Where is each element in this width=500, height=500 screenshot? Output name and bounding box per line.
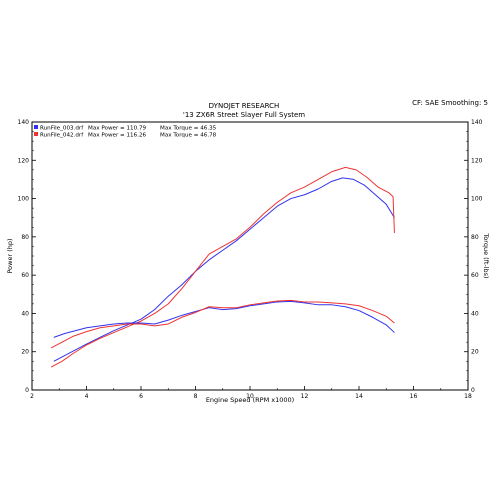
x-tick-label: 14 <box>355 393 363 400</box>
x-tick-label: 4 <box>85 393 89 400</box>
legend-file-run042: RunFile_042.drf <box>40 133 84 139</box>
x-axis-label: Engine Speed (RPM x1000) <box>206 396 294 404</box>
y-tick-label-right: 20 <box>471 349 479 356</box>
legend-torque-run042: Max Torque = 46.78 <box>160 133 217 139</box>
y-tick-label-left: 140 <box>18 119 30 126</box>
y-tick-label-left: 40 <box>21 310 29 317</box>
legend: RunFile_003.drf Max Power = 110.79 Max T… <box>34 125 217 139</box>
x-tick-label: 16 <box>410 393 418 400</box>
x-tick-label: 18 <box>464 393 472 400</box>
y-tick-label-right: 0 <box>471 387 475 394</box>
y-tick-label-left: 60 <box>21 272 29 279</box>
y-axis-label-right: Torque (ft-lbs) <box>482 232 490 278</box>
legend-torque-run003: Max Torque = 46.35 <box>160 126 217 132</box>
y-tick-label-right: 40 <box>471 310 479 317</box>
chart-title: DYNOJET RESEARCH <box>209 102 280 110</box>
y-tick-label-right: 140 <box>471 119 483 126</box>
x-tick-label: 2 <box>30 393 34 400</box>
y-tick-label-left: 20 <box>21 349 29 356</box>
series-line-run003-power <box>53 177 395 362</box>
legend-swatch-run042 <box>34 132 38 136</box>
y-axis-label-left: Power (hp) <box>6 238 14 273</box>
settings-label: CF: SAE Smoothing: 5 <box>412 99 488 107</box>
series-line-run003-torque <box>53 300 395 338</box>
x-tick-label: 12 <box>301 393 309 400</box>
legend-swatch-run003 <box>34 125 38 129</box>
y-tick-label-left: 0 <box>25 387 29 394</box>
legend-power-run003: Max Power = 110.79 <box>88 126 147 132</box>
chart-subtitle: '13 ZX6R Street Slayer Full System <box>183 111 305 119</box>
y-tick-label-left: 120 <box>18 157 30 164</box>
x-tick-label: 8 <box>194 393 198 400</box>
legend-file-run003: RunFile_003.drf <box>40 126 84 132</box>
series-lines <box>50 166 395 368</box>
x-tick-label: 10 <box>246 393 254 400</box>
y-tick-label-right: 80 <box>471 234 479 241</box>
y-tick-label-right: 60 <box>471 272 479 279</box>
series-line-run042-power <box>50 166 395 368</box>
series-line-run042-torque <box>50 299 395 349</box>
plot-area <box>31 121 469 391</box>
y-tick-label-left: 100 <box>18 196 30 203</box>
legend-power-run042: Max Power = 116.26 <box>88 133 147 139</box>
y-tick-label-right: 100 <box>471 196 483 203</box>
x-tick-label: 6 <box>139 393 143 400</box>
y-tick-label-right: 120 <box>471 157 483 164</box>
y-tick-label-left: 80 <box>21 234 29 241</box>
